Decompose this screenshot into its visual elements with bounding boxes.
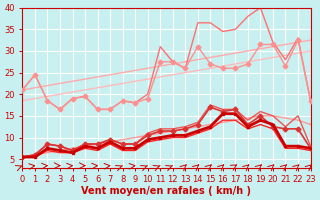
X-axis label: Vent moyen/en rafales ( km/h ): Vent moyen/en rafales ( km/h ) (82, 186, 252, 196)
